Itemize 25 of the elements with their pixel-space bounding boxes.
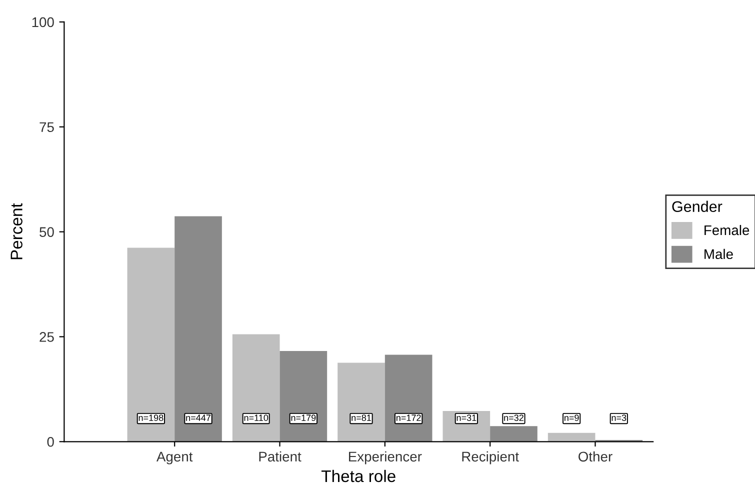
y-tick-label: 0 (47, 436, 54, 447)
x-tick-label: Agent (156, 452, 193, 464)
annotation: n=198 (138, 414, 164, 421)
y-tick-label: 100 (32, 17, 54, 28)
x-tick-label: Recipient (462, 451, 519, 464)
annotation: n=3 (612, 414, 626, 421)
legend-label: Female (704, 224, 750, 236)
annotation: n=81 (352, 414, 371, 421)
x-tick-label: Patient (259, 451, 302, 462)
x-tick-label: Experiencer (349, 451, 422, 464)
x-axis-title: Theta role (321, 470, 396, 482)
y-axis-title: Percent (10, 203, 22, 260)
annotation: n=31 (456, 414, 476, 421)
legend-title: Gender (672, 200, 722, 212)
annotation: n=447 (186, 414, 210, 421)
y-tick-label: 75 (40, 122, 54, 132)
legend-label: Male (704, 248, 733, 260)
x-tick-label: Other (578, 451, 612, 462)
annotation: n=32 (504, 414, 524, 421)
y-tick-label: 50 (40, 227, 54, 237)
annotation: n=9 (564, 414, 579, 421)
annotation: n=172 (396, 414, 421, 421)
annotation: n=110 (244, 414, 268, 421)
y-tick-label: 25 (40, 332, 54, 342)
annotation: n=179 (291, 414, 316, 421)
